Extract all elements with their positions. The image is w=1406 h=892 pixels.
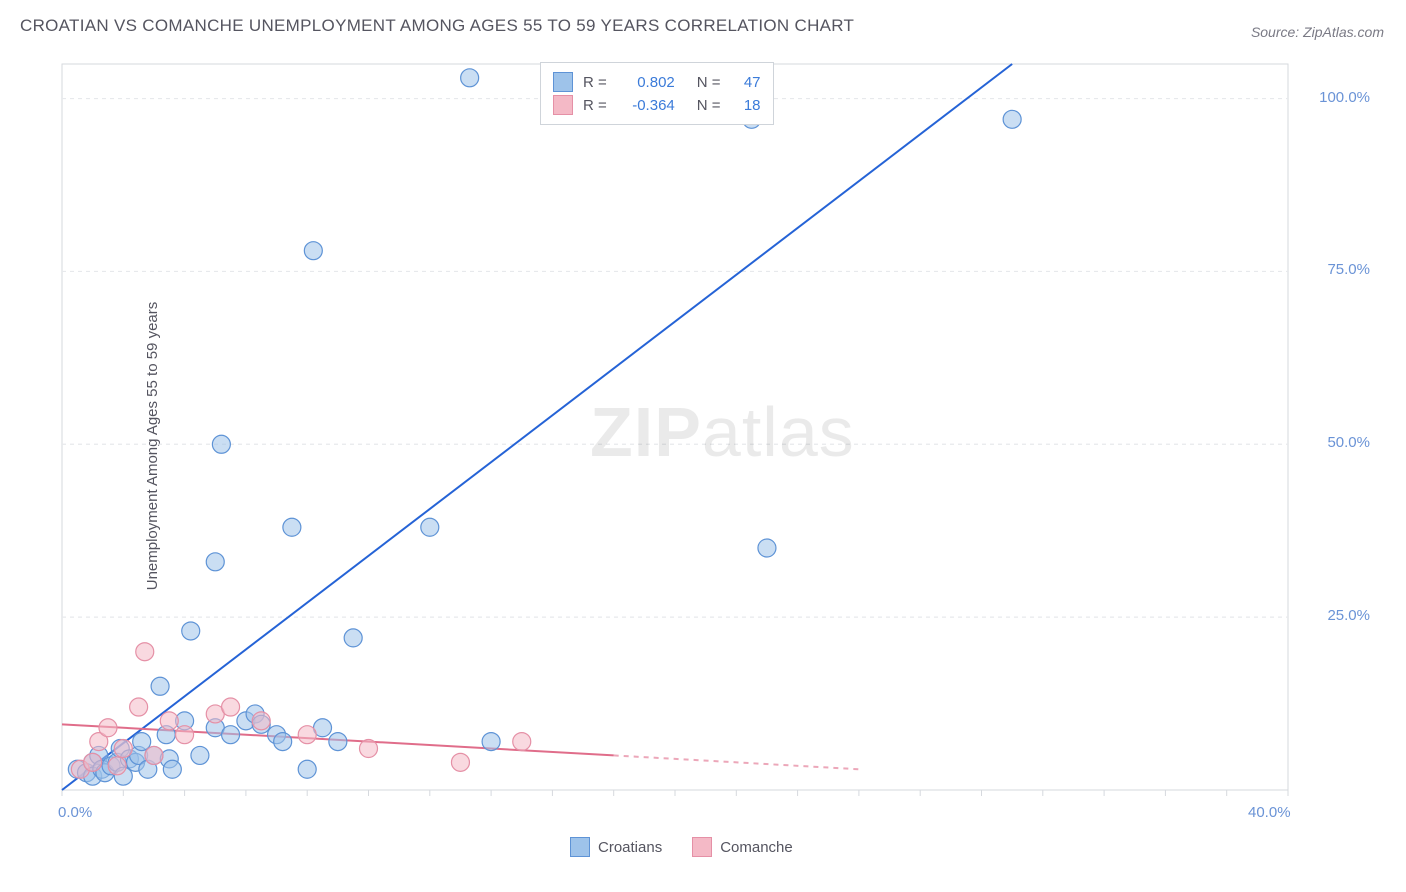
n-value: 47 xyxy=(731,74,761,91)
stats-legend: R = 0.802 N = 47 R = -0.364 N = 18 xyxy=(540,62,774,125)
series-legend: Croatians Comanche xyxy=(570,837,793,857)
y-tick-label: 100.0% xyxy=(1319,89,1370,106)
scatter-plot: 25.0% 50.0% 75.0% 100.0% 0.0% 40.0% xyxy=(58,60,1378,830)
stats-legend-row: R = 0.802 N = 47 xyxy=(553,72,761,92)
series-name: Comanche xyxy=(720,839,793,856)
legend-swatch-icon xyxy=(692,837,712,857)
r-value: 0.802 xyxy=(617,74,675,91)
chart-title: CROATIAN VS COMANCHE UNEMPLOYMENT AMONG … xyxy=(20,16,854,36)
legend-swatch-icon xyxy=(570,837,590,857)
stats-legend-row: R = -0.364 N = 18 xyxy=(553,95,761,115)
y-tick-label: 50.0% xyxy=(1327,434,1370,451)
r-value: -0.364 xyxy=(617,97,675,114)
r-label: R = xyxy=(583,97,607,114)
legend-swatch-icon xyxy=(553,95,573,115)
plot-svg xyxy=(58,60,1378,830)
y-tick-label: 25.0% xyxy=(1327,607,1370,624)
x-tick-label: 40.0% xyxy=(1248,804,1291,821)
x-tick-label: 0.0% xyxy=(58,804,92,821)
series-legend-item: Croatians xyxy=(570,837,662,857)
n-label: N = xyxy=(697,97,721,114)
series-name: Croatians xyxy=(598,839,662,856)
y-tick-label: 75.0% xyxy=(1327,261,1370,278)
series-legend-item: Comanche xyxy=(692,837,793,857)
r-label: R = xyxy=(583,74,607,91)
n-label: N = xyxy=(697,74,721,91)
n-value: 18 xyxy=(731,97,761,114)
source-attribution: Source: ZipAtlas.com xyxy=(1251,24,1384,40)
legend-swatch-icon xyxy=(553,72,573,92)
